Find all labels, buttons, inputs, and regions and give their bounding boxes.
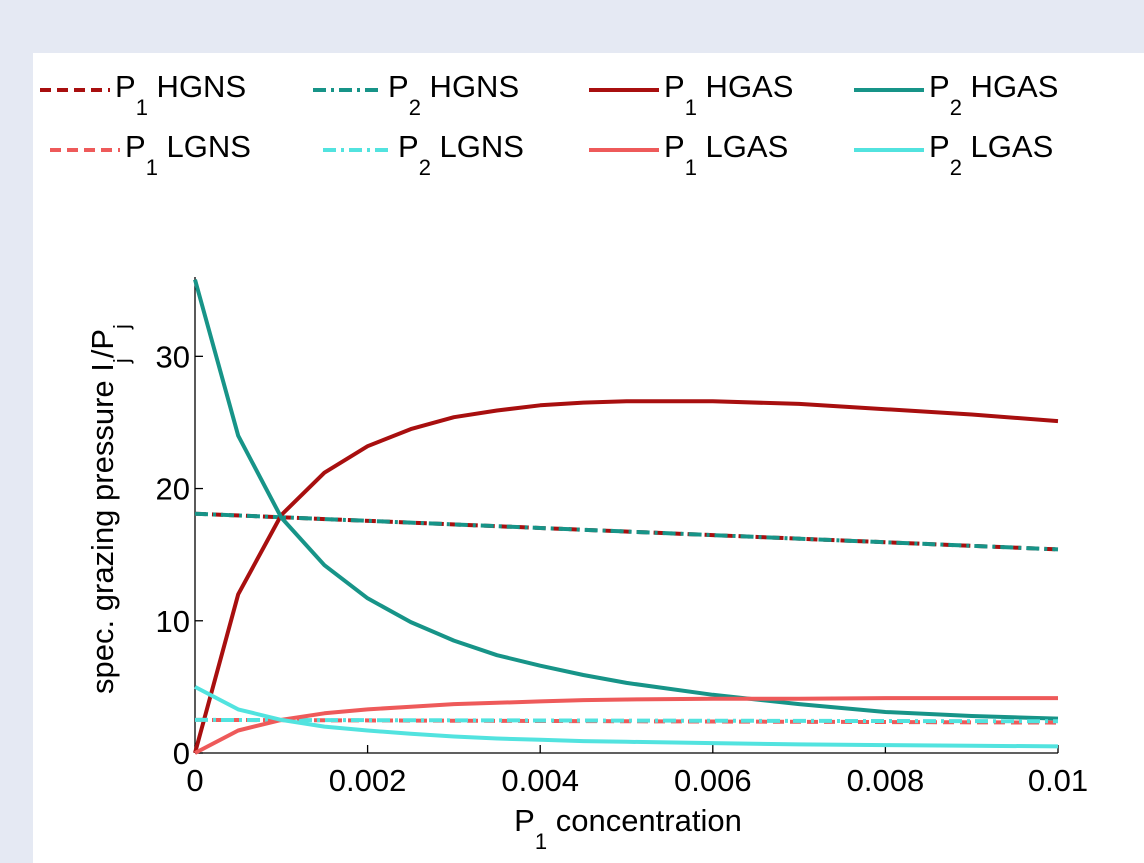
y-tick-label: 30 bbox=[156, 339, 190, 374]
x-tick-label: 0.002 bbox=[329, 763, 407, 798]
legend-label: P1 LGNS bbox=[125, 129, 251, 180]
legend-label: P2 HGNS bbox=[388, 69, 519, 120]
x-axis-label: P1 concentration bbox=[514, 803, 742, 854]
series-line-p1-hgns bbox=[194, 511, 1059, 552]
series-line-p1-hgas bbox=[193, 399, 1059, 754]
line-chart: P1 HGNS P2 HGNS P1 HGAS P2 HGAS P1 LGNS P2 LG… bbox=[40, 69, 1088, 854]
y-tick-label: 0 bbox=[173, 736, 190, 771]
series-line-p2-lgas bbox=[194, 685, 1059, 749]
y-axis-label: spec. grazing pressure Ij/Pj bbox=[85, 324, 134, 694]
x-tick-label: 0 bbox=[186, 763, 203, 798]
plot-area: 0 0.002 0.004 0.006 0.008 0.01 0 10 20 30 P1 conce… bbox=[85, 277, 1088, 854]
series-line-p1-lgns bbox=[194, 717, 1059, 725]
legend-label: P2 LGAS bbox=[929, 129, 1053, 180]
series-line-p1-lgas bbox=[194, 696, 1058, 755]
x-tick-label: 0.01 bbox=[1028, 763, 1088, 798]
legend-label: P2 LGNS bbox=[398, 129, 524, 180]
x-tick-label: 0.006 bbox=[674, 763, 752, 798]
legend: P1 HGNS P2 HGNS P1 HGAS P2 HGAS P1 LGNS P2 LG… bbox=[40, 69, 1058, 180]
x-tick-label: 0.004 bbox=[501, 763, 579, 798]
y-tick-label: 10 bbox=[156, 604, 190, 639]
y-tick-label: 20 bbox=[156, 472, 190, 507]
chart-panel: P1 HGNS P2 HGNS P1 HGAS P2 HGAS P1 LGNS P2 LG… bbox=[33, 53, 1144, 863]
legend-label: P2 HGAS bbox=[929, 69, 1058, 120]
legend-label: P1 HGAS bbox=[664, 69, 793, 120]
series-line-p2-hgas bbox=[193, 279, 1059, 721]
legend-label: P1 HGNS bbox=[115, 69, 246, 120]
legend-label: P1 LGAS bbox=[664, 129, 788, 180]
x-tick-label: 0.008 bbox=[847, 763, 925, 798]
